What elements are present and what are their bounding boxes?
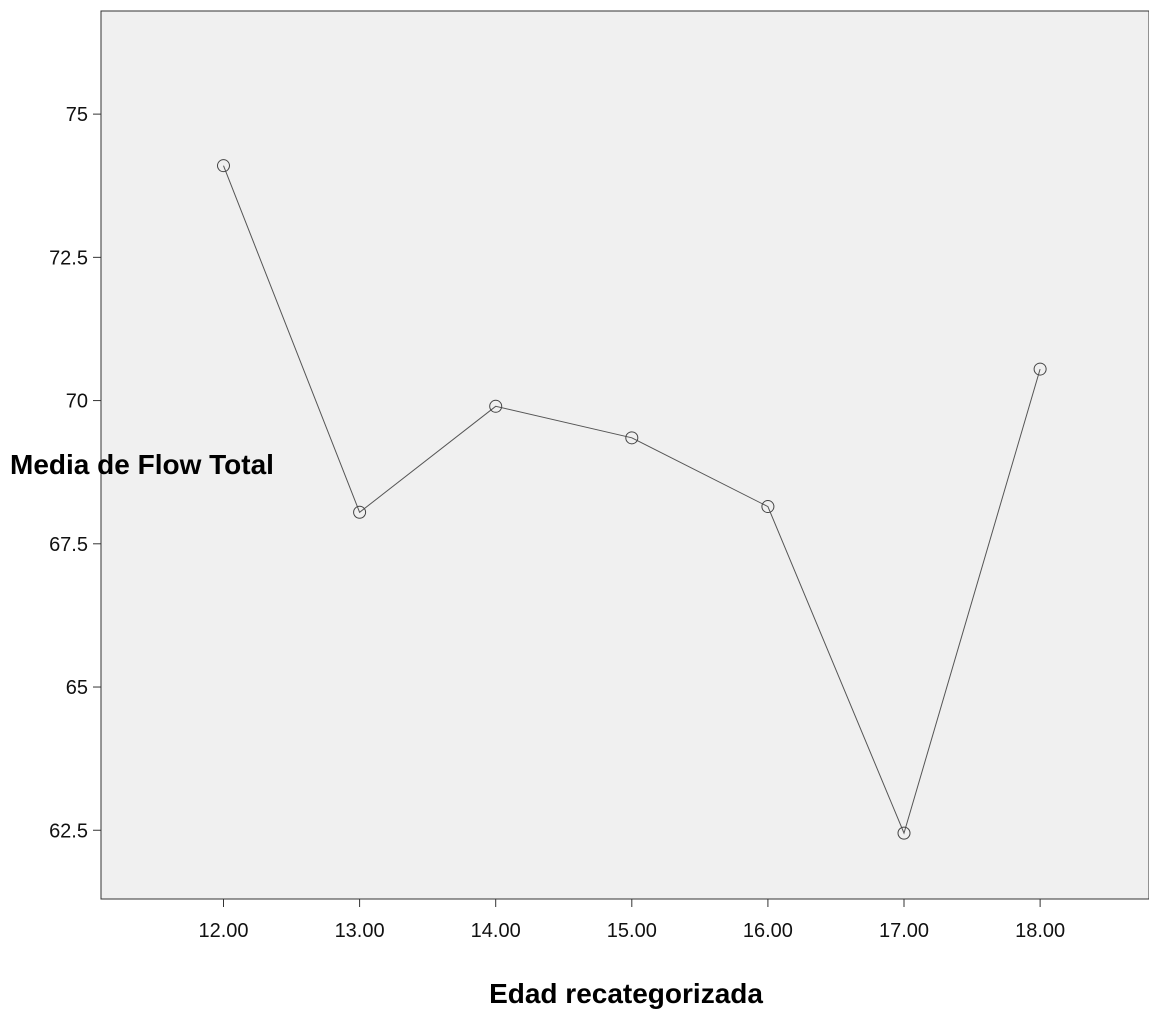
plot-area [100, 10, 1149, 900]
data-point [625, 431, 639, 445]
x-tick-label: 12.00 [198, 920, 248, 942]
data-point [1033, 362, 1047, 376]
y-tick-label: 75 [66, 104, 88, 126]
x-tick-label: 16.00 [743, 920, 793, 942]
data-point [353, 505, 367, 519]
x-tick-label: 14.00 [471, 920, 521, 942]
x-axis-title: Edad recategorizada [489, 978, 763, 1009]
y-tick-label: 70 [66, 391, 88, 413]
y-axis-title: Media de Flow Total [10, 449, 274, 480]
data-point [489, 399, 503, 413]
x-tick-label: 17.00 [879, 920, 929, 942]
x-tick-label: 13.00 [335, 920, 385, 942]
y-tick-label: 65 [66, 677, 88, 699]
y-tick-label: 72.5 [49, 247, 88, 269]
data-point [216, 159, 230, 173]
series-markers [216, 159, 1047, 840]
x-axis-ticks: 12.00 13.00 14.00 15.00 16.00 17.00 18.00 [198, 899, 1065, 942]
data-point [761, 500, 775, 514]
y-tick-label: 67.5 [49, 534, 88, 556]
y-tick-label: 62.5 [49, 820, 88, 842]
data-point [897, 826, 911, 840]
x-tick-label: 18.00 [1015, 920, 1065, 942]
y-axis-ticks: 62.5 65 67.5 70 72.5 75 [49, 104, 101, 842]
x-tick-label: 15.00 [607, 920, 657, 942]
series-line [223, 165, 1041, 835]
